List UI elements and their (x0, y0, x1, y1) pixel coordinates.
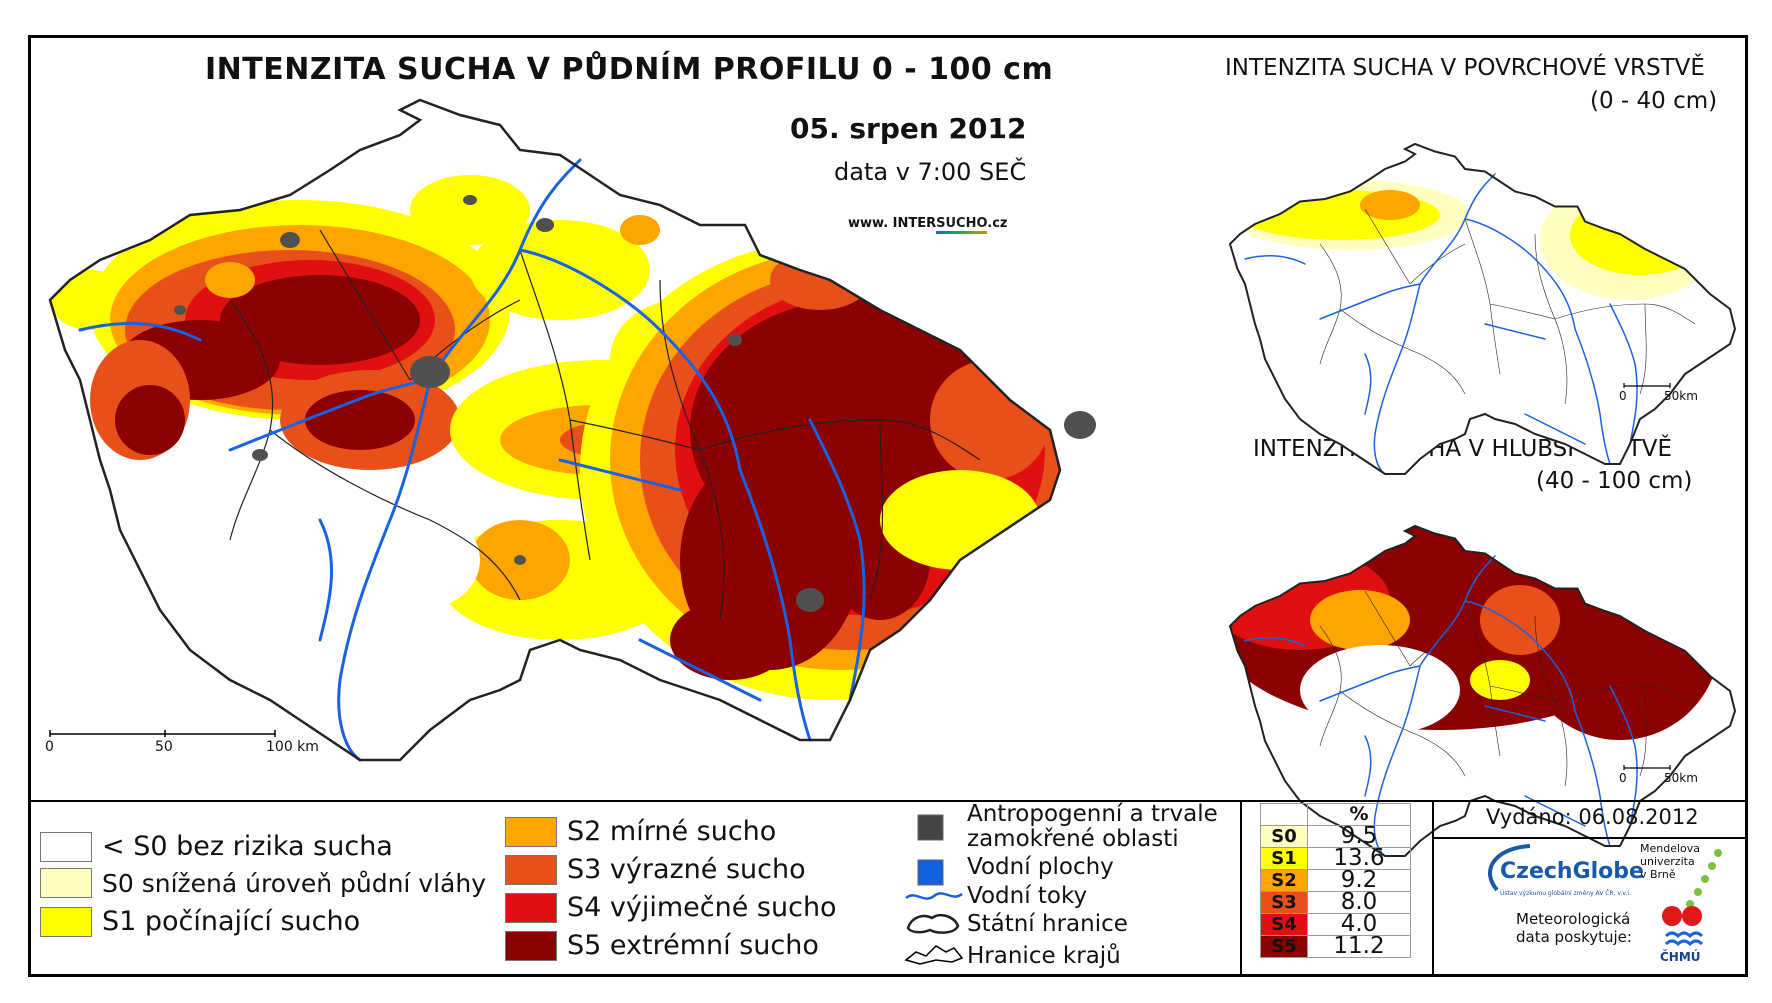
inset-top-scale-0: 0 (1619, 389, 1627, 403)
inset-top-scale-50: 50km (1664, 389, 1698, 403)
legend-label: < S0 bez rizika sucha (102, 831, 393, 862)
table-row: S0 9.5 (1260, 825, 1411, 848)
legend-rivers: Vodní toky (967, 883, 1088, 909)
main-scale-bar (49, 730, 276, 737)
inset-top-subtitle: (0 - 40 cm) (1590, 88, 1718, 114)
stats-value: 13.6 (1307, 847, 1411, 870)
legend-label: S4 výjimečné sucho (567, 892, 837, 923)
main-title: INTENZITA SUCHA V PŮDNÍM PROFILU 0 - 100… (205, 52, 1054, 87)
issued-date: Vydáno: 06.08.2012 (1486, 805, 1699, 829)
legend-region-border: Hranice krajů (967, 943, 1121, 969)
legend-label: S3 výrazné sucho (567, 854, 806, 885)
legend-symbol-icons (904, 814, 964, 965)
stats-code: S0 (1260, 825, 1308, 848)
czechglobe-sub: Ústav výzkumu globální změny AV ČR, v.v.… (1500, 890, 1631, 897)
mendel-logo-icon (1686, 849, 1722, 908)
mendel-logo-text: Mendelova univerzita v Brně (1640, 842, 1701, 881)
issued-divider (1432, 837, 1748, 839)
chmu-logo-text: ČHMÚ (1660, 950, 1701, 964)
website-link[interactable]: www. INTERSUCHO.cz (848, 216, 1008, 234)
stats-separator (1240, 800, 1242, 977)
inset-top-title: INTENZITA SUCHA V POVRCHOVÉ VRSTVĚ (1225, 55, 1705, 81)
website-prefix: www. INTER (848, 216, 937, 231)
legend-class-s5: S5 extrémní sucho (505, 930, 819, 961)
inset-scale-bars (1623, 383, 1671, 770)
map-date: 05. srpen 2012 (790, 112, 1027, 145)
stats-code: S5 (1260, 935, 1308, 958)
website-accent: SUCHO (936, 216, 988, 234)
legend-swatch (40, 868, 92, 898)
legend-swatch (505, 930, 557, 961)
drought-stats-table: % S0 9.5 S1 13.6 S2 9.2 S3 8.0 S4 4.0 S5 11.2 (1260, 803, 1411, 958)
chmu-logo-icon (1662, 906, 1704, 947)
legend-class-s4: S4 výjimečné sucho (505, 892, 837, 923)
table-row: S1 13.6 (1260, 847, 1411, 870)
main-drought-map (48, 98, 1096, 762)
czechglobe-logo-icon (1488, 844, 1531, 892)
legend-swatch (505, 854, 557, 885)
legend-label: S2 mírné sucho (567, 816, 777, 847)
legend-anthropogenic-line2: zamokřené oblasti (967, 826, 1179, 852)
legend-class-s2: S2 mírné sucho (505, 816, 776, 847)
legend-label: S1 počínající sucho (102, 906, 361, 937)
czechglobe-logo-text: CzechGlobe (1500, 859, 1644, 884)
main-scale-100: 100 km (266, 739, 319, 755)
inset-bottom-subtitle: (40 - 100 cm) (1536, 468, 1693, 494)
stats-value: 9.5 (1307, 825, 1411, 848)
legend-swatch (505, 816, 557, 847)
stats-code: S1 (1260, 847, 1308, 870)
legend-swatch (40, 831, 92, 862)
inset-bottom-scale-0: 0 (1619, 771, 1627, 785)
legend-swatch (505, 892, 557, 923)
stats-code: S2 (1260, 869, 1308, 892)
footer-separator (1432, 800, 1434, 977)
stats-code: S3 (1260, 891, 1308, 914)
legend-class-s0: S0 snížená úroveň půdní vláhy (40, 868, 486, 898)
data-time: data v 7:00 SEČ (834, 158, 1027, 186)
legend-label: S0 snížená úroveň půdní vláhy (102, 868, 487, 898)
legend-anthropogenic-line1: Antropogenní a trvale (967, 801, 1218, 827)
legend-class-s1: S1 počínající sucho (40, 906, 360, 937)
table-row: S2 9.2 (1260, 869, 1411, 892)
table-row: % (1260, 803, 1411, 826)
main-scale-0: 0 (45, 739, 54, 755)
stats-code: S4 (1260, 913, 1308, 936)
inset-top-map (1229, 143, 1736, 475)
stats-value: 11.2 (1307, 935, 1411, 958)
table-row: S3 8.0 (1260, 891, 1411, 914)
legend-water-bodies: Vodní plochy (967, 854, 1114, 880)
website-suffix: .cz (987, 216, 1008, 231)
legend-swatch (40, 906, 92, 937)
legend-class-none: < S0 bez rizika sucha (40, 831, 393, 862)
table-row: S5 11.2 (1260, 935, 1411, 958)
legend-divider (28, 800, 1748, 802)
legend-class-s3: S3 výrazné sucho (505, 854, 806, 885)
legend-label: S5 extrémní sucho (567, 930, 819, 961)
inset-bottom-scale-50: 50km (1664, 771, 1698, 785)
main-scale-50: 50 (155, 739, 173, 755)
legend-state-border: Státní hranice (967, 911, 1128, 937)
meteo-data-text: Meteorologická data poskytuje: (1516, 910, 1632, 946)
